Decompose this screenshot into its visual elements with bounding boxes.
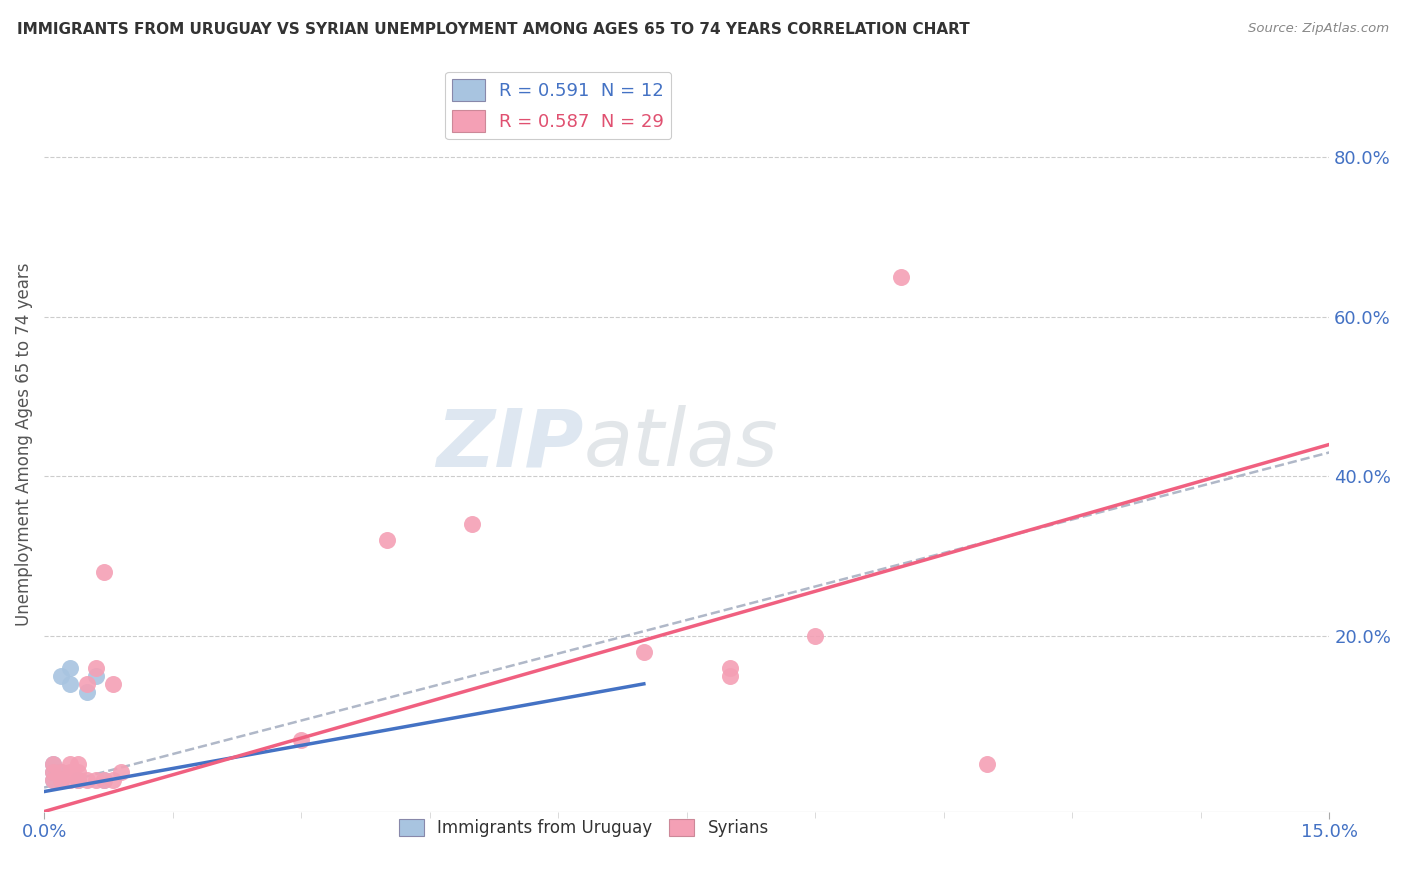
Point: [41, 756, 63, 771]
Text: ZIP: ZIP: [436, 406, 583, 483]
Point: [93, 772, 115, 787]
Point: [41, 764, 63, 779]
Point: [110, 764, 132, 779]
Point: [51, 772, 73, 787]
Point: [101, 772, 124, 787]
Point: [633, 645, 655, 659]
Point: [59, 764, 82, 779]
Legend: Immigrants from Uruguay, Syrians: Immigrants from Uruguay, Syrians: [392, 812, 775, 844]
Point: [93, 565, 115, 579]
Point: [67, 756, 90, 771]
Point: [67, 764, 90, 779]
Point: [59, 677, 82, 691]
Point: [51, 772, 73, 787]
Point: [718, 661, 741, 675]
Point: [59, 772, 82, 787]
Point: [67, 772, 90, 787]
Point: [41, 756, 63, 771]
Point: [84, 669, 107, 683]
Point: [976, 756, 998, 771]
Point: [41, 772, 63, 787]
Point: [76, 677, 98, 691]
Point: [290, 732, 312, 747]
Point: [890, 269, 912, 284]
Text: atlas: atlas: [583, 406, 779, 483]
Point: [718, 669, 741, 683]
Text: Source: ZipAtlas.com: Source: ZipAtlas.com: [1249, 22, 1389, 36]
Point: [375, 533, 398, 548]
Point: [51, 764, 73, 779]
Point: [59, 756, 82, 771]
Point: [51, 764, 73, 779]
Point: [84, 661, 107, 675]
Point: [76, 772, 98, 787]
Y-axis label: Unemployment Among Ages 65 to 74 years: Unemployment Among Ages 65 to 74 years: [15, 263, 32, 626]
Point: [101, 677, 124, 691]
Point: [59, 661, 82, 675]
Point: [41, 764, 63, 779]
Point: [93, 772, 115, 787]
Point: [461, 517, 484, 532]
Point: [41, 772, 63, 787]
Point: [76, 685, 98, 699]
Point: [84, 772, 107, 787]
Point: [51, 669, 73, 683]
Text: IMMIGRANTS FROM URUGUAY VS SYRIAN UNEMPLOYMENT AMONG AGES 65 TO 74 YEARS CORRELA: IMMIGRANTS FROM URUGUAY VS SYRIAN UNEMPL…: [17, 22, 970, 37]
Point: [804, 629, 827, 643]
Point: [67, 772, 90, 787]
